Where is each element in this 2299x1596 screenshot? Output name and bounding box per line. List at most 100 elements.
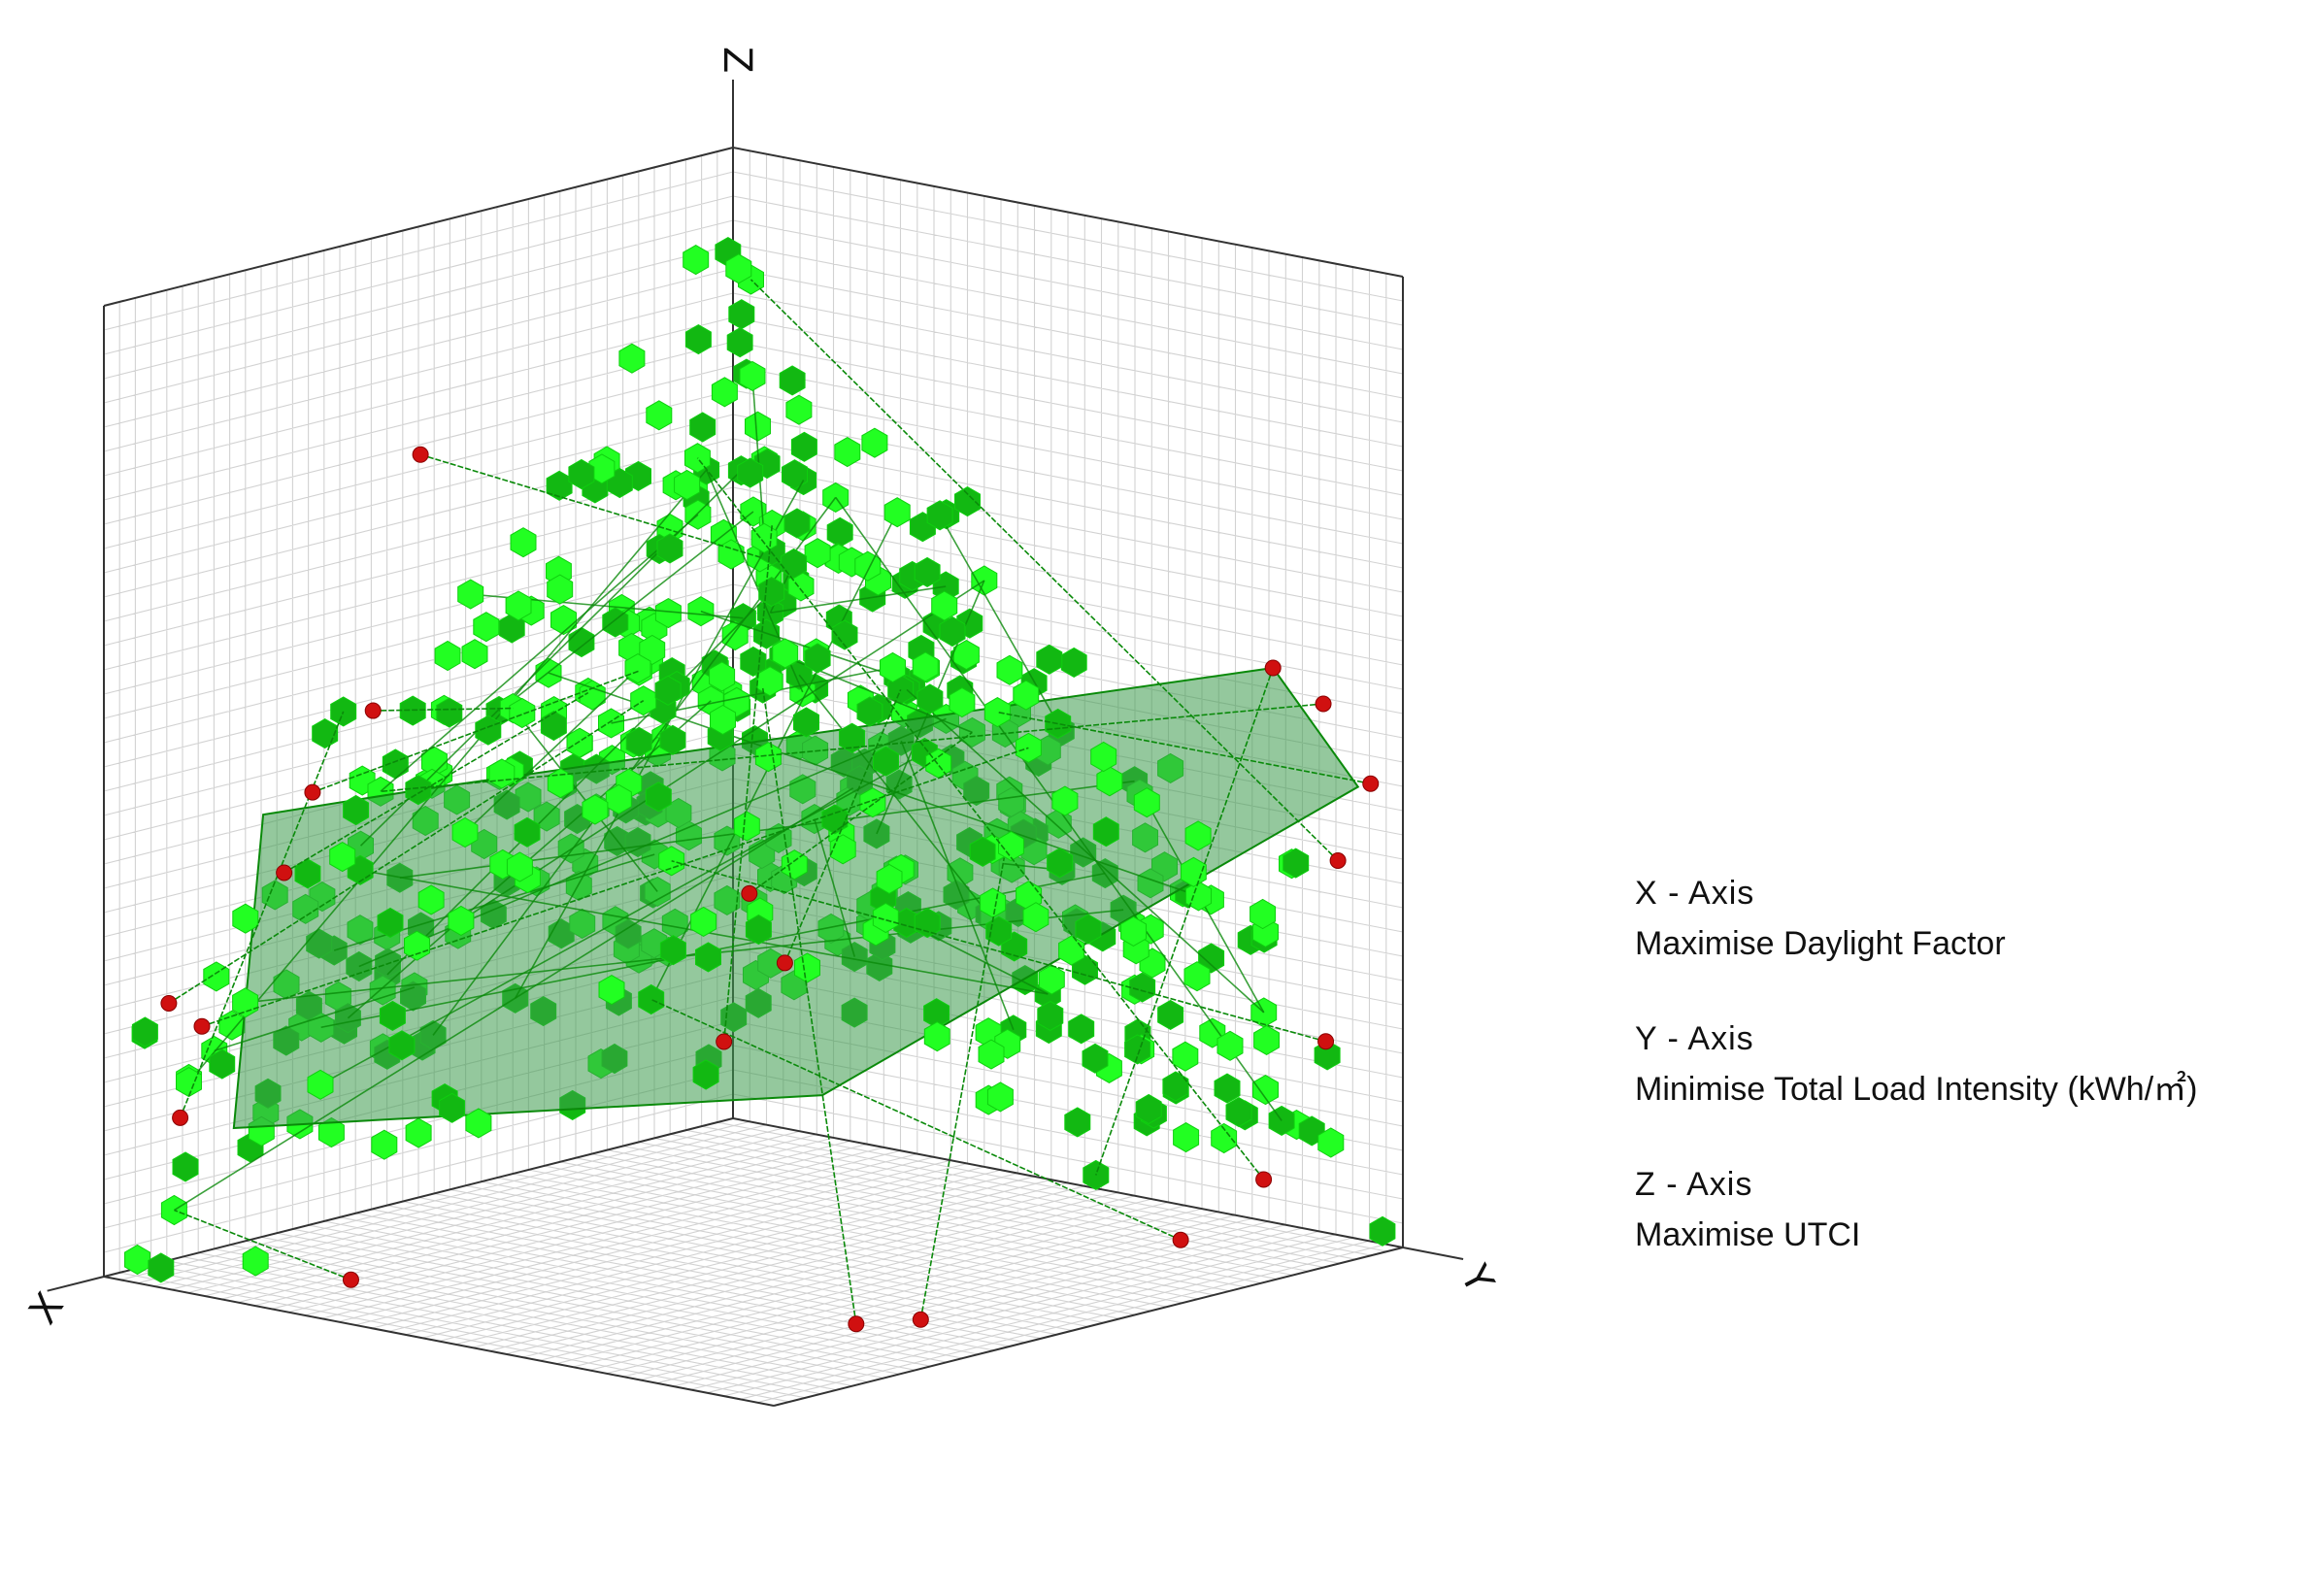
surface-edge	[319, 751, 925, 1086]
solution-point	[1038, 964, 1065, 995]
solution-point	[1369, 1215, 1396, 1247]
x-axis-letter: X	[20, 1285, 72, 1332]
solution-point	[931, 590, 958, 621]
pareto-connector	[696, 457, 1265, 1180]
solution-point	[1047, 848, 1074, 879]
solution-point	[1092, 816, 1119, 848]
solution-point	[625, 726, 652, 757]
solution-point	[646, 400, 673, 431]
pareto-connector	[380, 703, 1324, 793]
pareto-point	[716, 1033, 733, 1050]
solution-point	[203, 961, 230, 992]
legend-z-label: Maximise UTCI	[1635, 1216, 1861, 1253]
solution-point	[498, 613, 525, 644]
solution-point	[439, 1092, 465, 1123]
solution-point	[417, 884, 445, 915]
legend-x-label: Maximise Daylight Factor	[1635, 925, 2006, 962]
solution-point	[605, 783, 632, 815]
solution-point	[880, 651, 906, 683]
solution-point	[969, 836, 996, 867]
solution-point	[639, 634, 666, 665]
solution-point	[954, 486, 981, 517]
solution-point	[568, 458, 595, 490]
solution-point	[1064, 1107, 1091, 1138]
scatter-3d-plot: Z X Y	[20, 47, 1502, 1407]
pareto-point	[1264, 659, 1282, 677]
pareto-connector	[201, 747, 1029, 1027]
solution-point	[461, 639, 488, 670]
solution-point	[506, 851, 533, 882]
frame-edge	[103, 147, 734, 307]
solution-point	[1162, 1071, 1189, 1102]
solution-point	[1249, 898, 1277, 930]
solution-point	[754, 742, 782, 773]
y-axis-letter: Y	[1450, 1257, 1502, 1301]
solution-point	[952, 640, 980, 671]
solution-point	[377, 907, 404, 938]
solution-point	[787, 571, 815, 602]
axis-legend: X - Axis Maximise Daylight Factor Y - Ax…	[1635, 868, 2256, 1305]
solution-point	[985, 915, 1013, 947]
solution-point	[861, 427, 888, 458]
solution-point	[683, 245, 710, 276]
solution-point	[834, 437, 861, 468]
surface-edge	[498, 511, 754, 713]
solution-point	[436, 697, 463, 728]
solution-point	[1184, 820, 1212, 851]
solution-point	[996, 654, 1023, 685]
solution-point	[883, 497, 911, 528]
frame-edge	[732, 1117, 1404, 1248]
surface-edge	[464, 668, 639, 834]
solution-point	[514, 816, 541, 848]
solution-point	[1051, 785, 1079, 816]
solution-point	[547, 574, 574, 605]
frame-edge	[732, 147, 1404, 278]
solution-point	[148, 1252, 175, 1283]
solution-point	[1037, 1000, 1064, 1031]
surface-edge	[751, 376, 765, 539]
solution-cloud-front	[124, 245, 1310, 1283]
solution-point	[739, 360, 766, 391]
pareto-point	[276, 864, 293, 881]
solution-point	[659, 724, 686, 755]
solution-point	[1120, 915, 1147, 947]
solution-point	[709, 661, 736, 692]
surface-edge	[798, 674, 989, 915]
solution-point	[831, 619, 858, 650]
pareto-point	[1362, 775, 1380, 792]
solution-point	[756, 666, 783, 697]
solution-point	[711, 377, 738, 408]
solution-point	[582, 794, 609, 825]
solution-point	[540, 710, 567, 742]
solution-point	[588, 453, 616, 484]
solution-point	[781, 548, 808, 580]
frame-edge	[103, 1276, 775, 1407]
solution-point	[457, 579, 484, 610]
pareto-point	[1317, 1033, 1335, 1050]
pareto-point	[848, 1315, 865, 1333]
solution-point	[654, 675, 682, 706]
solution-point	[1013, 680, 1040, 711]
solution-point	[1185, 881, 1212, 912]
solution-point	[674, 469, 701, 501]
solution-point	[794, 952, 820, 983]
pareto-connector	[761, 687, 857, 1324]
solution-point	[505, 590, 532, 621]
solution-point	[1252, 1075, 1279, 1106]
frame-edge	[773, 1247, 1404, 1407]
pareto-point	[776, 954, 793, 972]
solution-point	[1096, 766, 1123, 797]
surface-edge	[380, 514, 699, 792]
solution-point	[509, 697, 536, 729]
solution-point	[1157, 999, 1184, 1030]
pareto-connector	[997, 711, 1371, 785]
solution-point	[1317, 1127, 1345, 1158]
pareto-point	[1172, 1231, 1189, 1248]
pareto-connector	[722, 524, 774, 1043]
solution-point	[710, 704, 736, 735]
pareto-point	[304, 783, 321, 801]
legend-y: Y - Axis Minimise Total Load Intensity (…	[1635, 1014, 2256, 1114]
pareto-connector	[312, 670, 640, 793]
solution-point	[978, 1039, 1005, 1070]
solution-point	[434, 640, 461, 672]
